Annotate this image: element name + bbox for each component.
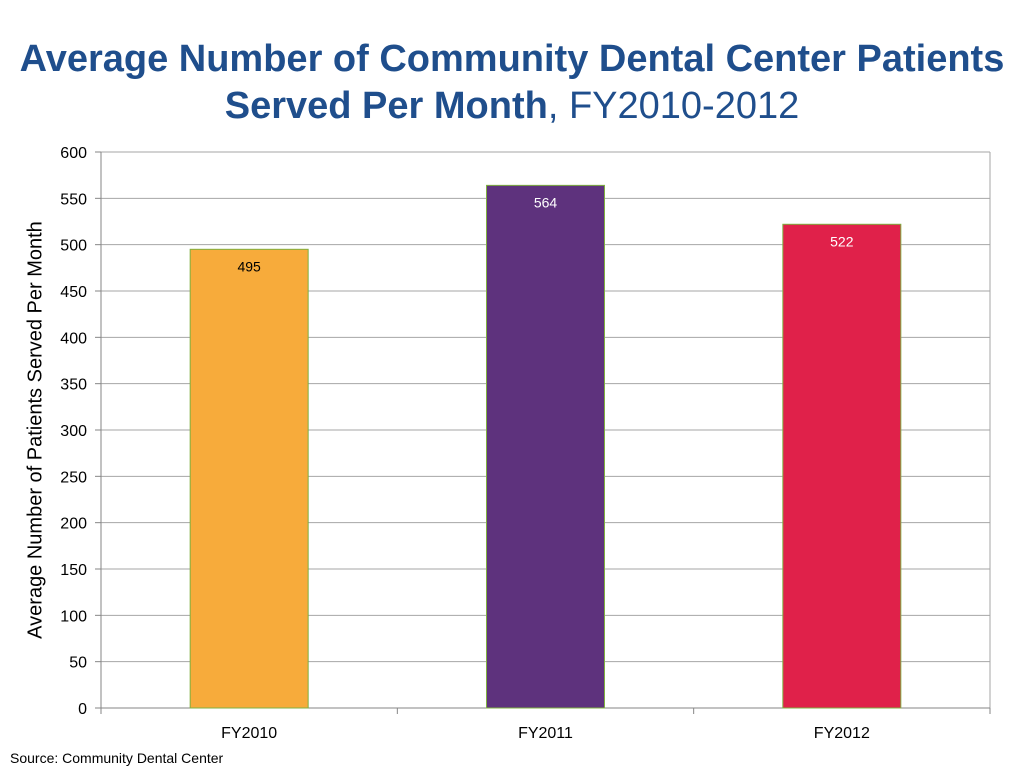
y-tick-label: 300 bbox=[60, 423, 87, 440]
bar-fy2011 bbox=[486, 184, 605, 709]
y-tick-label: 50 bbox=[69, 655, 87, 672]
y-tick-label: 400 bbox=[60, 330, 87, 347]
chart-title: Average Number of Community Dental Cente… bbox=[0, 36, 1024, 130]
bar-fy2010 bbox=[189, 248, 309, 709]
data-label: 522 bbox=[830, 233, 854, 249]
x-tick-label: FY2010 bbox=[221, 725, 277, 742]
chart-title-period: , FY2010-2012 bbox=[547, 85, 800, 127]
y-tick-label: 100 bbox=[60, 608, 87, 625]
y-tick-label: 150 bbox=[60, 562, 87, 579]
y-tick-label: 250 bbox=[60, 469, 87, 486]
y-tick-label: 550 bbox=[60, 191, 87, 208]
data-label: 495 bbox=[237, 258, 261, 274]
y-tick-label: 450 bbox=[60, 284, 87, 301]
y-tick-label: 350 bbox=[60, 377, 87, 394]
x-tick-label: FY2011 bbox=[518, 725, 573, 742]
data-label: 564 bbox=[534, 194, 558, 210]
y-tick-label: 600 bbox=[60, 145, 87, 162]
y-tick-label: 200 bbox=[60, 516, 87, 533]
source-note: Source: Community Dental Center bbox=[10, 750, 224, 766]
chart-title-main: Average Number of Community Dental Cente… bbox=[19, 38, 1005, 127]
bar-fy2012 bbox=[782, 223, 902, 709]
y-tick-label: 500 bbox=[60, 238, 87, 255]
x-tick-label: FY2012 bbox=[814, 725, 870, 742]
y-tick-label: 0 bbox=[78, 701, 87, 718]
